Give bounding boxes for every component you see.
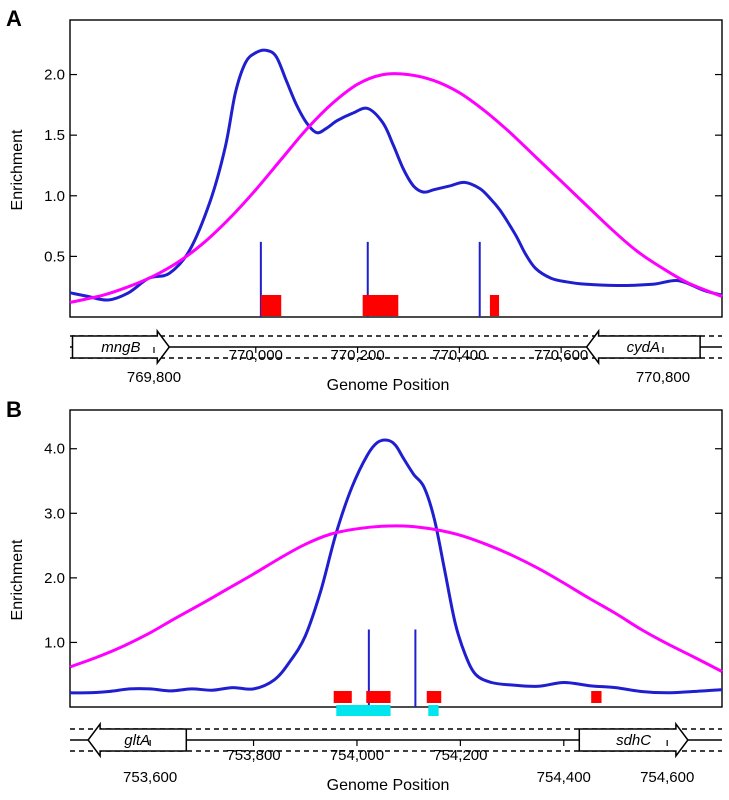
- y-tick-label-b-2: 3.0: [44, 505, 65, 522]
- y-tick-label-b-3: 4.0: [44, 441, 65, 458]
- genome-tick-label-a-4: 769,800: [127, 369, 181, 386]
- motif-box-b-1: [366, 691, 391, 703]
- site-box-b-0: [336, 705, 391, 716]
- plot-frame-b: [69, 409, 723, 708]
- genome-track-a: mngB cydA 770,000 770,200 770,400 770,600 769,…: [70, 328, 722, 386]
- series-group-b: [69, 438, 723, 695]
- gene-arrow-a-0: [71, 328, 171, 366]
- y-tick-label-b-1: 2.0: [44, 570, 65, 587]
- motif-box-b-2: [426, 691, 442, 703]
- motif-box-a-0: [260, 295, 282, 316]
- site-box-b-1: [428, 705, 439, 716]
- gene-label-b-0: gltA: [124, 732, 150, 749]
- series-group-a: [69, 48, 723, 304]
- gene-arrow-b-0: [87, 721, 188, 759]
- chart-panel-a: 0.5 1.0 1.5 2.0 Enrichment mngB cydA 770,000 7…: [9, 19, 723, 394]
- y-ticks-b: 1.0 2.0 3.0 4.0: [44, 441, 722, 651]
- panel-letter-a: A: [6, 6, 22, 31]
- genome-tick-label-b-5: 754,600: [640, 769, 694, 786]
- gene-arrow-b-1: [578, 721, 689, 759]
- y-ticks-a: 0.5 1.0 1.5 2.0: [44, 67, 722, 265]
- motif-box-b-0: [333, 691, 352, 703]
- motif-box-a-1: [362, 295, 399, 316]
- genome-tick-label-b-2: 754,200: [433, 747, 487, 764]
- genome-tick-label-a-2: 770,400: [432, 347, 486, 364]
- genome-tick-label-a-5: 770,800: [636, 369, 690, 386]
- series-line-b-1: [69, 524, 723, 673]
- genome-tick-label-b-0: 753,800: [226, 747, 280, 764]
- y-axis-label-b: Enrichment: [9, 539, 26, 620]
- series-line-a-1: [69, 72, 723, 304]
- gene-label-a-0: mngB: [101, 339, 140, 356]
- y-tick-label-a-0: 0.5: [44, 248, 65, 265]
- plot-frame-a: [69, 19, 723, 318]
- genome-tick-label-a-3: 770,600: [534, 347, 588, 364]
- genome-track-b: gltA sdhC 753,800 754,000 754,200 753,600 754,…: [70, 721, 722, 786]
- genome-tick-label-a-0: 770,000: [229, 347, 283, 364]
- x-axis-label-b: Genome Position: [327, 777, 450, 794]
- panel-letter-b: B: [6, 397, 22, 422]
- y-tick-label-a-3: 2.0: [44, 67, 65, 84]
- y-tick-label-a-2: 1.5: [44, 127, 65, 144]
- series-line-a-0: [69, 48, 723, 302]
- genome-tick-label-a-1: 770,200: [330, 347, 384, 364]
- genome-tick-label-b-4: 754,400: [537, 769, 591, 786]
- marker-group-a: [259, 241, 500, 317]
- gene-label-a-1: cydA: [627, 339, 660, 356]
- y-tick-label-b-0: 1.0: [44, 634, 65, 651]
- marker-group-b: [333, 629, 602, 716]
- genome-tick-label-b-1: 754,000: [330, 747, 384, 764]
- y-tick-label-a-1: 1.0: [44, 188, 65, 205]
- y-axis-label-a: Enrichment: [9, 129, 26, 210]
- motif-box-b-3: [591, 691, 602, 703]
- series-line-b-0: [69, 438, 723, 695]
- gene-arrow-a-1: [585, 328, 701, 366]
- gene-label-b-1: sdhC: [616, 732, 651, 749]
- motif-box-a-2: [489, 295, 500, 316]
- x-axis-label-a: Genome Position: [327, 377, 450, 394]
- chart-panel-b: 1.0 2.0 3.0 4.0 Enrichment gltA sdhC 753,800 7…: [9, 409, 723, 794]
- genome-tick-label-b-3: 753,600: [123, 769, 177, 786]
